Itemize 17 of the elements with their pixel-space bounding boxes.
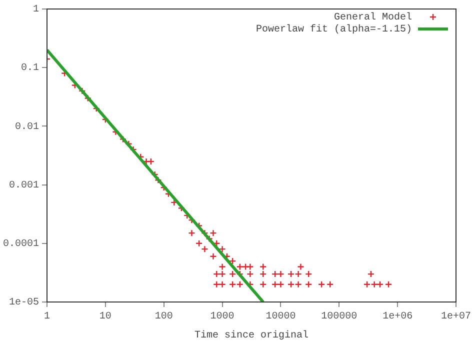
x-tick-label: 1e+07 [440, 312, 472, 323]
legend-label: Powerlaw fit (alpha=-1.15) [256, 24, 412, 36]
y-tick-label: 0.1 [20, 63, 40, 74]
x-tick-label: 1 [44, 312, 50, 323]
legend-label: General Model [334, 12, 412, 24]
x-tick-label: 100 [154, 312, 173, 323]
x-axis-title: Time since original [194, 330, 309, 342]
x-tick-label: 100000 [321, 312, 358, 323]
y-tick-label: 0.0001 [2, 239, 40, 250]
y-tick-label: 1e-05 [8, 298, 40, 309]
y-tick-label: 0.01 [14, 122, 40, 133]
y-tick-label: 0.001 [8, 180, 40, 192]
x-tick-label: 1000 [210, 312, 234, 323]
x-tick-label: 10000 [266, 312, 296, 323]
x-tick-label: 1e+06 [382, 312, 413, 323]
y-tick-label: 1 [32, 4, 40, 16]
x-tick-label: 10 [99, 312, 112, 323]
